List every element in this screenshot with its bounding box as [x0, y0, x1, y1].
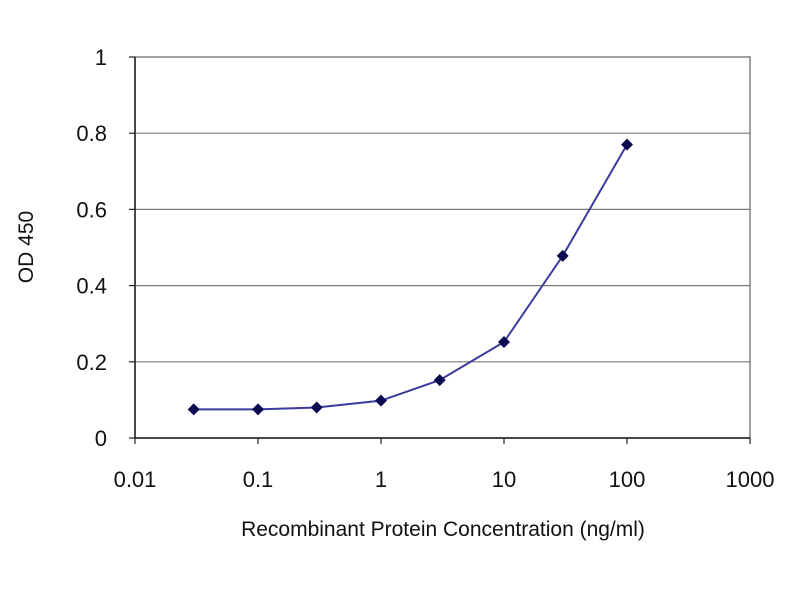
data-point: [556, 249, 569, 262]
plot-area: [134, 56, 751, 439]
x-tick-label: 100: [609, 467, 646, 492]
data-point: [310, 401, 323, 414]
x-tick-label: 1000: [726, 467, 775, 492]
y-tick-labels: 0 0.2 0.4 0.6 0.8 1: [76, 45, 107, 451]
y-axis-title: OD 450: [15, 211, 38, 283]
y-tick-label: 0.8: [76, 121, 107, 146]
gridlines: [135, 132, 750, 363]
x-tick-label: 10: [492, 467, 516, 492]
data-point: [498, 335, 510, 348]
data-point: [433, 374, 446, 387]
x-tick-label: 0.1: [243, 467, 274, 492]
data-point: [187, 403, 200, 416]
x-axis-title: Recombinant Protein Concentration (ng/ml…: [241, 518, 645, 541]
y-tick-label: 0.2: [76, 350, 107, 375]
data-point: [621, 138, 633, 151]
series-line: [193, 144, 628, 411]
x-tick-label: 0.01: [114, 467, 157, 492]
data-point: [375, 394, 387, 407]
y-tick-label: 1: [95, 45, 107, 70]
data-point: [252, 403, 264, 416]
y-tick-label: 0.6: [76, 197, 107, 222]
x-tick-labels: 0.01 0.1 1 10 100 1000: [114, 467, 775, 492]
x-tick-label: 1: [375, 467, 387, 492]
axes: [129, 56, 751, 444]
y-tick-label: 0.4: [76, 274, 107, 299]
series: [187, 138, 633, 416]
y-tick-label: 0: [95, 426, 107, 451]
